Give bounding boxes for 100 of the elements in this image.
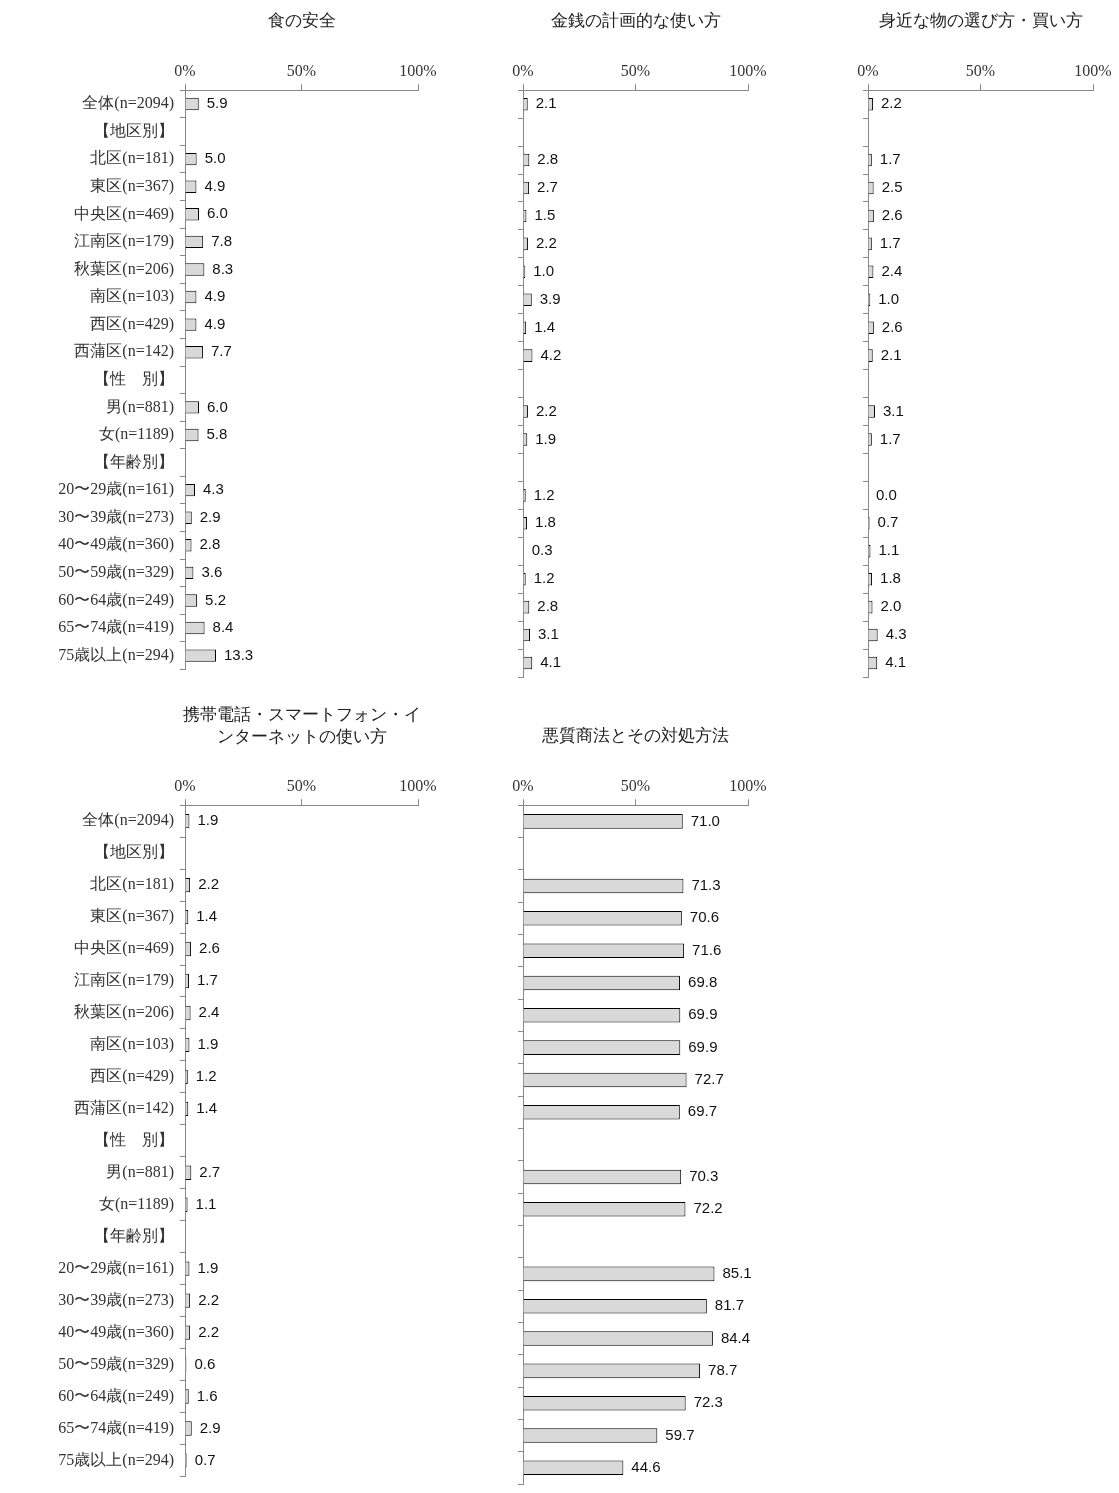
data-label: 2.9 (199, 507, 221, 525)
data-label: 69.8 (688, 973, 718, 991)
y-tick-label: 40〜49歳(n=360) (58, 535, 174, 554)
data-label: 2.8 (537, 150, 559, 168)
y-tick-label: 40〜49歳(n=360) (58, 1322, 174, 1341)
y-tick-label: 西区(n=429) (90, 1067, 174, 1086)
data-label: 5.2 (205, 590, 226, 608)
x-tick-label: 50% (620, 776, 651, 794)
data-label: 4.9 (204, 176, 226, 194)
data-label: 2.1 (535, 94, 557, 112)
data-label: 1.8 (880, 569, 901, 587)
y-tick-label: 20〜29歳(n=161) (58, 480, 174, 499)
data-label: 2.5 (881, 178, 903, 196)
data-label: 2.1 (880, 345, 902, 363)
x-tick-label: 0% (174, 61, 196, 79)
y-tick-label: 西蒲区(n=142) (74, 1099, 174, 1118)
data-label: 3.6 (201, 563, 223, 581)
data-label: 4.1 (540, 653, 562, 671)
data-label: 0.3 (531, 541, 553, 559)
y-tick-label: 中央区(n=469) (74, 204, 174, 223)
data-label: 4.1 (885, 653, 907, 671)
data-label: 71.3 (691, 876, 721, 894)
y-tick-label: 秋葉区(n=206) (74, 259, 174, 278)
y-tick-label: 【地区別】 (94, 843, 174, 861)
y-tick-label: 西区(n=429) (90, 314, 174, 333)
data-label: 1.7 (879, 429, 901, 447)
data-label: 1.9 (197, 811, 219, 829)
data-label: 8.4 (212, 618, 234, 636)
data-label: 69.9 (688, 1005, 718, 1023)
data-label: 2.8 (537, 597, 559, 615)
data-label: 1.7 (196, 971, 218, 989)
y-tick-label: 【性 別】 (94, 370, 174, 387)
data-label: 3.1 (882, 401, 904, 419)
x-tick-label: 50% (620, 61, 651, 79)
data-label: 1.2 (533, 485, 555, 503)
data-label: 0.6 (194, 1354, 216, 1372)
data-label: 69.9 (688, 1037, 718, 1055)
y-tick-label: 【年齢別】 (94, 1226, 174, 1244)
data-label: 1.0 (533, 261, 555, 279)
data-label: 70.3 (689, 1167, 719, 1185)
y-tick-label: 南区(n=103) (90, 1035, 174, 1054)
data-label: 1.1 (878, 541, 900, 559)
y-tick-label: 30〜39歳(n=273) (58, 507, 174, 526)
y-tick-label: 西蒲区(n=142) (74, 342, 174, 361)
data-label: 1.7 (879, 234, 901, 252)
chart-title: 携帯電話・スマートフォン・インターネットの使い方 (181, 704, 422, 748)
chart-title: 悪質商法とその対処方法 (541, 725, 730, 747)
data-label: 1.2 (533, 569, 555, 587)
y-tick-label: 50〜59歳(n=329) (58, 563, 174, 582)
data-label: 1.0 (878, 289, 900, 307)
data-label: 1.6 (196, 1386, 218, 1404)
y-tick-label: 北区(n=181) (90, 149, 174, 168)
x-tick-label: 100% (399, 61, 437, 79)
data-label: 71.0 (690, 811, 720, 829)
y-tick-label: 男(n=881) (106, 1162, 174, 1181)
x-tick-label: 0% (857, 61, 879, 79)
data-label: 78.7 (708, 1361, 738, 1379)
x-tick-label: 100% (729, 776, 767, 794)
data-label: 2.6 (881, 317, 903, 335)
x-tick-label: 0% (512, 776, 534, 794)
data-label: 4.3 (203, 480, 224, 498)
x-tick-label: 100% (399, 776, 437, 794)
data-label: 1.5 (534, 206, 556, 224)
data-label: 5.8 (206, 425, 228, 443)
data-label: 4.3 (885, 625, 907, 643)
data-label: 8.3 (212, 259, 234, 277)
y-tick-label: 75歳以上(n=294) (58, 645, 174, 664)
data-label: 0.7 (877, 513, 899, 531)
x-tick-label: 50% (286, 776, 317, 794)
data-label: 0.0 (876, 485, 897, 503)
data-label: 6.0 (206, 397, 228, 415)
x-tick-label: 100% (729, 61, 767, 79)
chart-title: 身近な物の選び方・買い方 (877, 10, 1084, 32)
chart-title: 食の安全 (266, 10, 337, 32)
y-tick-label: 東区(n=367) (90, 176, 174, 195)
x-tick-label: 50% (286, 61, 317, 79)
y-tick-label: 【性 別】 (94, 1131, 174, 1148)
data-label: 72.2 (693, 1199, 723, 1217)
y-tick-label: 65〜74歳(n=419) (58, 618, 174, 637)
data-label: 1.4 (534, 317, 556, 335)
y-tick-label: 東区(n=367) (90, 907, 174, 926)
y-tick-label: 全体(n=2094) (82, 811, 174, 830)
x-tick-label: 0% (174, 776, 196, 794)
y-tick-label: 秋葉区(n=206) (74, 1003, 174, 1022)
data-label: 2.7 (199, 1162, 221, 1180)
data-label: 13.3 (223, 645, 254, 663)
y-tick-label: 北区(n=181) (90, 875, 174, 894)
data-label: 72.7 (694, 1070, 724, 1088)
data-label: 2.2 (535, 401, 557, 419)
data-label: 85.1 (722, 1264, 752, 1282)
y-tick-label: 女(n=1189) (98, 425, 174, 444)
data-label: 2.9 (199, 1418, 221, 1436)
data-label: 3.9 (539, 289, 561, 307)
y-tick-label: 女(n=1189) (98, 1194, 174, 1213)
data-label: 71.6 (692, 940, 722, 958)
y-tick-label: 中央区(n=469) (74, 939, 174, 958)
y-tick-label: 江南区(n=179) (74, 232, 174, 251)
data-label: 2.4 (198, 1003, 220, 1021)
data-label: 1.2 (195, 1067, 217, 1085)
data-label: 1.4 (196, 1098, 218, 1116)
